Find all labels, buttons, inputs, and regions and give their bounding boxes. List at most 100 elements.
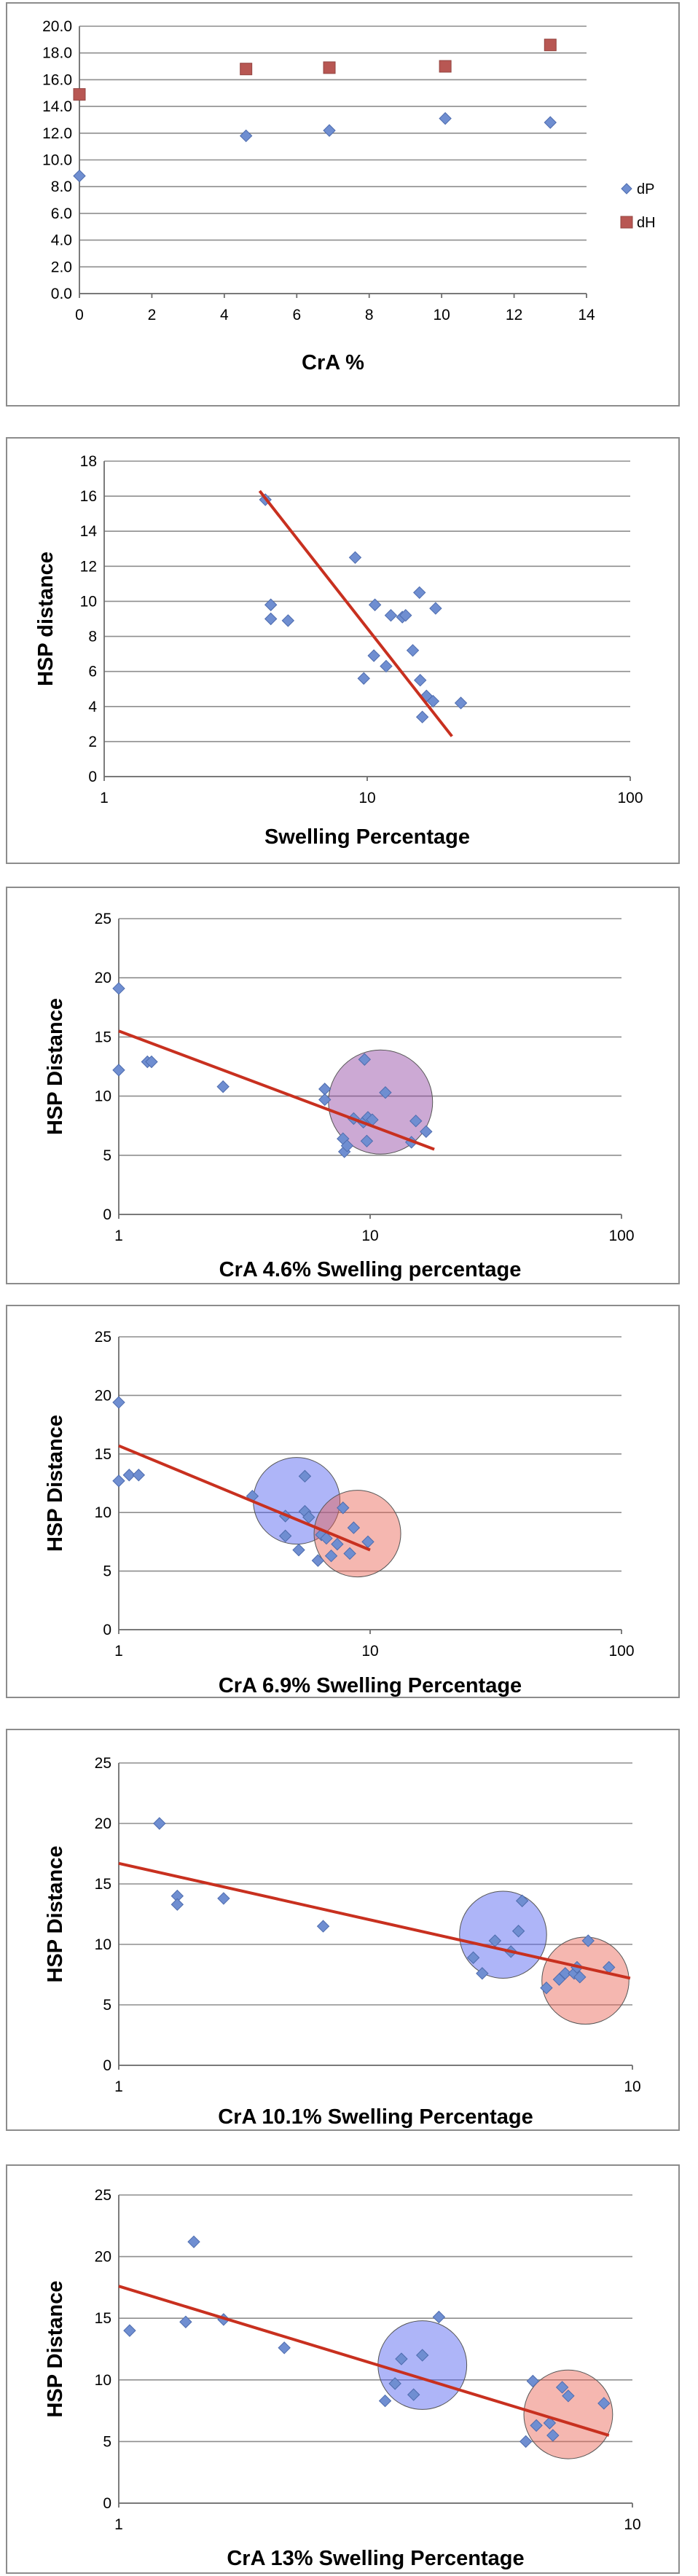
legend-label: dH bbox=[637, 215, 656, 231]
data-point bbox=[264, 612, 278, 626]
data-point bbox=[278, 1529, 292, 1543]
data-point bbox=[379, 1086, 392, 1099]
x-tick-label: 12 bbox=[506, 307, 522, 323]
x-tick-label: 10 bbox=[624, 2516, 640, 2533]
x-tick-label: 10 bbox=[358, 790, 375, 806]
y-tick-label: 15 bbox=[95, 1029, 111, 1045]
y-tick-label: 5 bbox=[103, 1563, 111, 1580]
data-point bbox=[112, 1474, 125, 1488]
data-point bbox=[357, 672, 370, 685]
data-point bbox=[581, 1934, 595, 1947]
data-point bbox=[348, 551, 362, 565]
y-tick-label: 10 bbox=[95, 1936, 111, 1953]
data-point bbox=[358, 1053, 372, 1066]
series-0 bbox=[259, 493, 468, 723]
y-tick-label: 20 bbox=[95, 1387, 111, 1404]
y-tick-label: 15 bbox=[95, 1446, 111, 1463]
data-point bbox=[476, 1967, 489, 1980]
y-tick-label: 18 bbox=[80, 453, 97, 470]
data-point bbox=[413, 586, 426, 600]
data-point bbox=[530, 2419, 543, 2432]
data-point bbox=[420, 1125, 433, 1139]
x-tick-label: 6 bbox=[292, 307, 301, 323]
data-point bbox=[318, 1083, 332, 1096]
data-point bbox=[415, 2349, 429, 2362]
x-axis-title: CrA 10.1% Swelling Percentage bbox=[218, 2105, 533, 2129]
x-tick-label: 2 bbox=[148, 307, 157, 323]
x-tick-label: 1 bbox=[114, 2078, 123, 2095]
cluster-circle-1 bbox=[541, 1936, 630, 2025]
y-tick-label: 2.0 bbox=[51, 259, 72, 275]
data-point bbox=[112, 1064, 125, 1077]
data-point bbox=[540, 1982, 553, 1995]
x-tick-label: 4 bbox=[220, 307, 229, 323]
y-axis-title: HSP distance bbox=[34, 551, 58, 686]
axes bbox=[118, 2195, 633, 2508]
data-point bbox=[413, 673, 427, 687]
x-tick-label: 1 bbox=[114, 1643, 123, 1660]
data-point bbox=[439, 111, 452, 125]
data-point bbox=[515, 1894, 529, 1907]
y-tick-label: 15 bbox=[95, 2310, 111, 2327]
legend-marker bbox=[621, 183, 632, 195]
y-tick-label: 20.0 bbox=[42, 18, 72, 35]
x-tick-label: 10 bbox=[624, 2078, 640, 2095]
axes bbox=[103, 461, 631, 781]
y-tick-label: 0.0 bbox=[51, 286, 72, 302]
trendline bbox=[118, 1861, 631, 1980]
data-point bbox=[573, 1971, 587, 1984]
chart-1-svg: 0 2 4 6 8 10 12 14 16 18 1 10 100 Swelling Percentage… bbox=[34, 453, 643, 849]
y-tick-label: 20 bbox=[95, 2249, 111, 2266]
y-tick-label: 18.0 bbox=[42, 45, 72, 62]
y-tick-label: 16 bbox=[80, 488, 97, 505]
data-point bbox=[318, 1093, 332, 1107]
data-point bbox=[112, 982, 125, 995]
chart-4-svg: 0 5 10 15 20 25 1 10 CrA 10.1% Swelling Percenta… bbox=[44, 1755, 641, 2129]
x-tick-label: 0 bbox=[75, 307, 84, 323]
y-tick-label: 10 bbox=[80, 593, 97, 610]
y-tick-label: 25 bbox=[95, 2187, 111, 2204]
chart-3-svg: 0 5 10 15 20 25 1 10 100 CrA 6.9% Swelling Percen… bbox=[44, 1329, 635, 1697]
data-point bbox=[73, 169, 86, 183]
y-tick-label: 14 bbox=[80, 523, 98, 540]
y-tick-label: 4.0 bbox=[51, 232, 72, 249]
trendline bbox=[118, 1029, 435, 1151]
series-0 bbox=[112, 1396, 375, 1567]
x-axis-title: CrA % bbox=[302, 351, 364, 374]
data-point bbox=[544, 116, 557, 129]
data-point bbox=[123, 2324, 136, 2337]
data-point bbox=[526, 2374, 540, 2388]
data-point bbox=[311, 1554, 325, 1567]
data-point bbox=[367, 649, 380, 662]
cluster-circle-0 bbox=[377, 2320, 468, 2410]
data-point bbox=[519, 2435, 533, 2449]
data-point bbox=[597, 2397, 611, 2410]
x-tick-label: 1 bbox=[100, 790, 109, 806]
y-tick-label: 10 bbox=[95, 2372, 111, 2389]
data-point bbox=[380, 659, 393, 673]
data-point bbox=[432, 2310, 446, 2324]
data-point bbox=[316, 1920, 330, 1933]
cluster-circle-1 bbox=[523, 2369, 613, 2459]
y-tick-label: 16.0 bbox=[42, 71, 72, 88]
data-point bbox=[415, 710, 429, 723]
x-tick-label: 10 bbox=[433, 307, 450, 323]
gridlines bbox=[119, 1336, 621, 1630]
y-tick-label: 8.0 bbox=[51, 178, 72, 195]
data-point bbox=[331, 1537, 344, 1551]
data-point bbox=[216, 1080, 230, 1093]
data-point bbox=[544, 39, 557, 52]
data-point bbox=[439, 60, 452, 73]
data-point bbox=[388, 2377, 401, 2390]
x-axis-title: CrA 4.6% Swelling percentage bbox=[219, 1258, 522, 1281]
data-point bbox=[555, 2381, 569, 2394]
data-point bbox=[406, 644, 420, 657]
chart-panel-cra-6-9: 0 5 10 15 20 25 1 10 100 CrA 6.9% Swelling Percen… bbox=[6, 1305, 680, 1698]
y-tick-label: 0 bbox=[103, 2057, 111, 2074]
y-tick-label: 6.0 bbox=[51, 205, 72, 222]
series-0 bbox=[112, 982, 433, 1158]
y-tick-label: 5 bbox=[103, 2433, 111, 2450]
data-point bbox=[145, 1055, 158, 1069]
x-axis-title: CrA 13% Swelling Percentage bbox=[227, 2547, 524, 2570]
data-point bbox=[343, 1547, 356, 1560]
